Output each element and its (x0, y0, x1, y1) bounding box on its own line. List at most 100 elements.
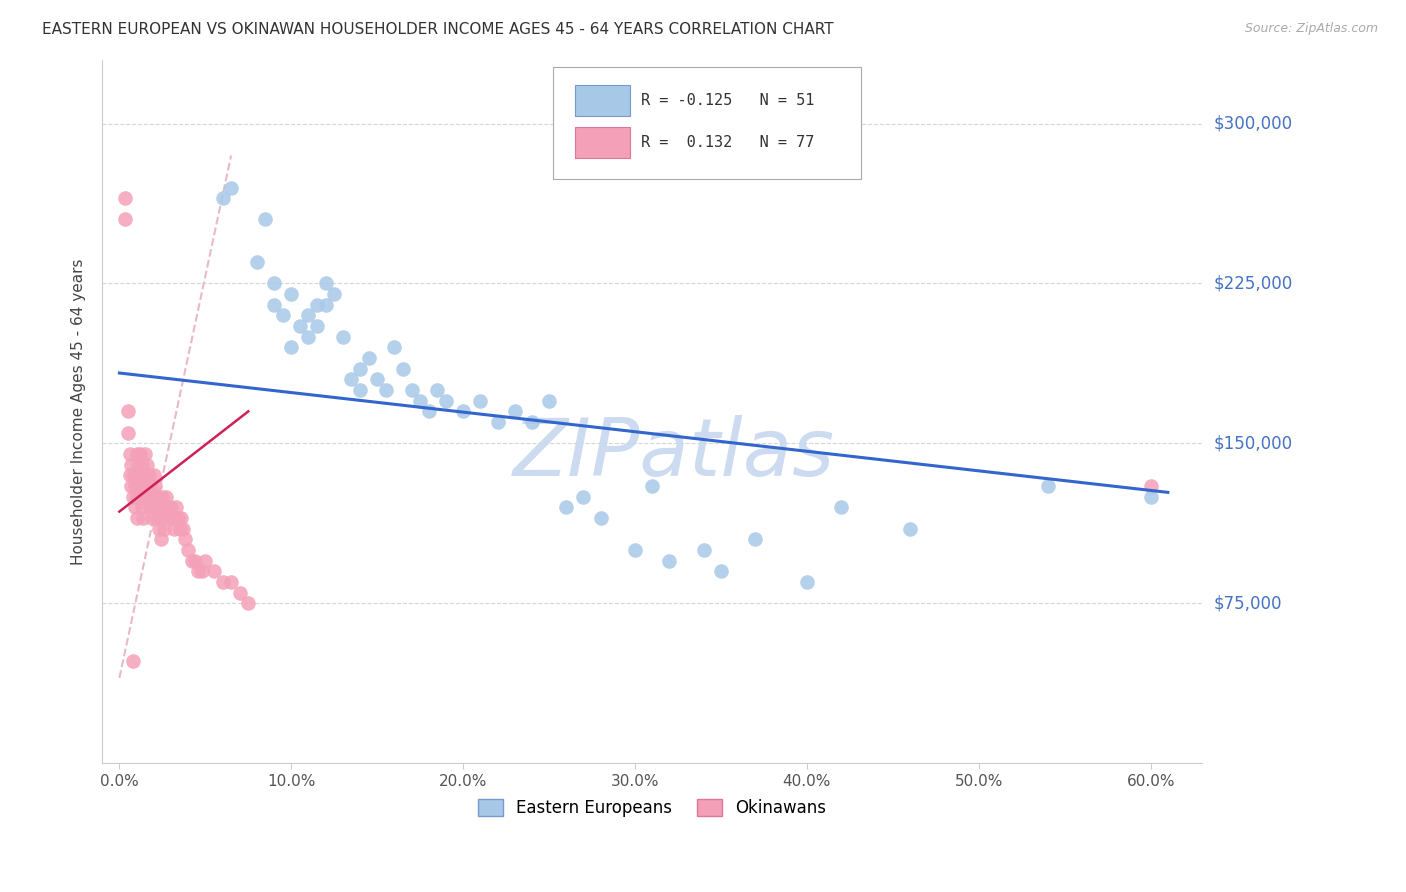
Point (138, 490, 160, 504)
Point (118, 447, 141, 461)
Text: $150,000: $150,000 (1213, 434, 1292, 452)
Point (124, 500, 146, 515)
Text: ZIPatlas: ZIPatlas (513, 415, 835, 492)
Point (796, 574, 818, 589)
Point (148, 500, 170, 515)
Point (135, 458, 157, 472)
Point (132, 490, 155, 504)
Point (125, 447, 148, 461)
Text: EASTERN EUROPEAN VS OKINAWAN HOUSEHOLDER INCOME AGES 45 - 64 YEARS CORRELATION C: EASTERN EUROPEAN VS OKINAWAN HOUSEHOLDER… (42, 22, 834, 37)
FancyBboxPatch shape (553, 67, 862, 179)
Point (141, 511, 163, 525)
Point (349, 361, 371, 376)
Point (246, 255, 269, 269)
Text: $75,000: $75,000 (1213, 594, 1282, 612)
Point (830, 500, 852, 515)
Point (219, 574, 242, 589)
Point (263, 298, 285, 312)
Point (127, 479, 149, 493)
Point (173, 533, 195, 547)
Legend: Eastern Europeans, Okinawans: Eastern Europeans, Okinawans (470, 790, 835, 825)
Point (125, 490, 148, 504)
Point (180, 553, 202, 567)
Point (148, 522, 170, 536)
Point (122, 490, 145, 504)
Point (129, 468, 152, 483)
Point (426, 383, 449, 397)
Point (163, 522, 186, 536)
Point (131, 458, 153, 472)
Point (409, 393, 432, 408)
Point (129, 447, 152, 461)
Point (1139, 479, 1161, 493)
Point (503, 404, 526, 418)
Point (357, 351, 380, 365)
Point (340, 372, 363, 386)
Point (134, 447, 156, 461)
Text: R = -0.125   N = 51: R = -0.125 N = 51 (641, 93, 814, 108)
Point (555, 500, 578, 515)
Point (315, 277, 337, 291)
Point (349, 383, 371, 397)
Point (589, 511, 612, 525)
Point (297, 330, 319, 344)
Point (418, 404, 440, 418)
Text: $225,000: $225,000 (1213, 275, 1292, 293)
Point (693, 543, 716, 558)
Point (125, 511, 148, 525)
Point (120, 458, 142, 472)
Point (288, 319, 311, 334)
Point (153, 522, 176, 536)
Point (145, 479, 167, 493)
FancyBboxPatch shape (575, 85, 630, 116)
Point (315, 298, 337, 312)
Point (384, 340, 406, 354)
Point (392, 361, 415, 376)
Point (898, 522, 921, 536)
Point (150, 490, 173, 504)
Point (138, 468, 160, 483)
Point (135, 479, 157, 493)
Point (211, 574, 233, 589)
Point (165, 500, 187, 515)
Point (125, 468, 148, 483)
Y-axis label: Householder Income Ages 45 - 64 years: Householder Income Ages 45 - 64 years (72, 258, 86, 565)
Text: Source: ZipAtlas.com: Source: ZipAtlas.com (1244, 22, 1378, 36)
Point (139, 500, 162, 515)
Point (434, 393, 457, 408)
Point (451, 404, 474, 418)
Point (157, 511, 180, 525)
Point (401, 383, 423, 397)
Point (162, 511, 184, 525)
Point (307, 319, 329, 334)
Point (297, 309, 319, 323)
Point (307, 298, 329, 312)
Point (280, 340, 302, 354)
Point (114, 212, 136, 227)
Point (160, 500, 183, 515)
Point (139, 479, 162, 493)
Point (153, 500, 176, 515)
Point (194, 553, 217, 567)
Point (211, 191, 233, 205)
Point (131, 479, 153, 493)
Point (150, 511, 173, 525)
Point (641, 479, 664, 493)
Point (710, 564, 733, 578)
Point (142, 490, 165, 504)
Point (271, 309, 294, 323)
Point (520, 415, 543, 429)
Point (170, 511, 193, 525)
Point (744, 533, 766, 547)
Point (131, 500, 153, 515)
Point (323, 287, 346, 301)
Point (146, 490, 169, 504)
Point (142, 468, 165, 483)
Point (202, 564, 225, 578)
Point (156, 500, 179, 515)
FancyBboxPatch shape (575, 127, 630, 159)
Point (191, 564, 214, 578)
Point (118, 468, 141, 483)
Point (254, 212, 277, 227)
Point (132, 468, 155, 483)
